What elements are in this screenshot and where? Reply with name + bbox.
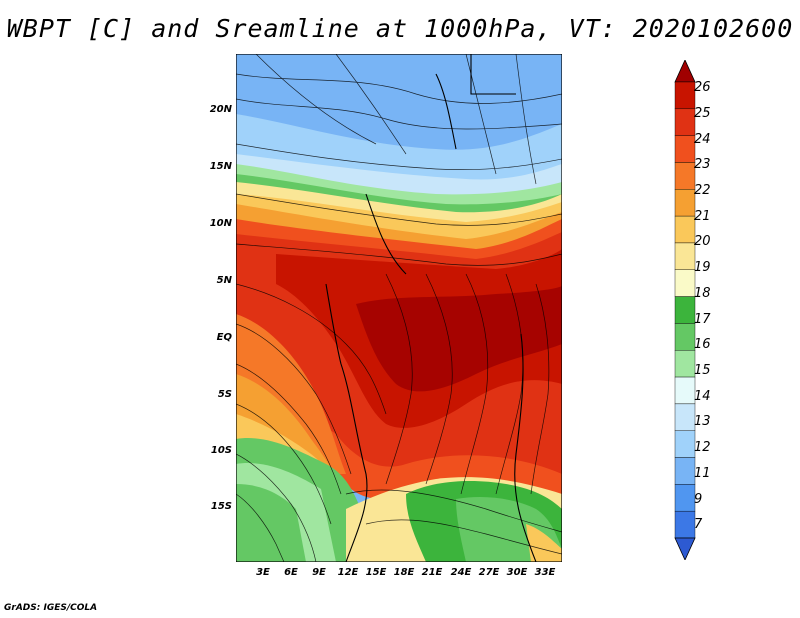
lat-label-eq: EQ [216, 332, 232, 343]
colorbar-top-arrow [674, 60, 696, 83]
lon-label-3e: 3E [256, 567, 270, 578]
colorbar-segment [674, 269, 696, 297]
lon-label-24e: 24E [450, 567, 472, 578]
colorbar-label-13: 13 [694, 414, 711, 429]
colorbar-label-23: 23 [694, 157, 711, 172]
lon-label-9e: 9E [312, 567, 326, 578]
lon-label-18e: 18E [393, 567, 415, 578]
colorbar-segment [674, 81, 696, 110]
lon-label-33e: 33E [534, 567, 556, 578]
colorbar-segment [674, 296, 696, 324]
colorbar-segment [674, 108, 696, 136]
colorbar-segment [674, 403, 696, 431]
colorbar-segment [674, 510, 696, 539]
lat-label-15s: 15S [210, 501, 232, 512]
lat-label-5n: 5N [216, 275, 232, 286]
colorbar-label-25: 25 [694, 106, 711, 121]
colorbar-label-17: 17 [694, 312, 711, 327]
wbpt-map [236, 54, 562, 562]
lon-label-21e: 21E [421, 567, 443, 578]
lat-label-5s: 5S [217, 389, 232, 400]
colorbar-segment [674, 135, 696, 163]
colorbar-label-9: 9 [694, 492, 703, 507]
lon-label-27e: 27E [478, 567, 500, 578]
colorbar-label-14: 14 [694, 389, 711, 404]
colorbar-label-21: 21 [694, 209, 711, 224]
footer-credit: GrADS: IGES/COLA [4, 603, 98, 613]
colorbar-segment [674, 376, 696, 405]
colorbar-segment [674, 484, 696, 512]
streamlines [236, 54, 562, 562]
colorbar-segment [674, 323, 696, 351]
lat-label-20n: 20N [209, 104, 232, 115]
colorbar-label-20: 20 [694, 234, 711, 249]
lon-label-12e: 12E [337, 567, 359, 578]
colorbar-label-19: 19 [694, 260, 711, 275]
colorbar-label-7: 7 [694, 517, 703, 532]
lat-label-10s: 10S [210, 445, 232, 456]
colorbar-label-12: 12 [694, 440, 711, 455]
colorbar-segment [674, 215, 696, 244]
lon-label-30e: 30E [506, 567, 528, 578]
colorbar-segment [674, 350, 696, 378]
lon-label-6e: 6E [284, 567, 298, 578]
colorbar-label-16: 16 [694, 337, 711, 352]
lon-label-15e: 15E [365, 567, 387, 578]
lat-label-10n: 10N [209, 218, 232, 229]
colorbar-segment [674, 162, 696, 190]
colorbar-label-24: 24 [694, 132, 711, 147]
coastlines [325, 54, 537, 562]
colorbar-bottom-arrow [674, 537, 696, 560]
colorbar-label-11: 11 [694, 466, 711, 481]
chart-title: WBPT [C] and Sreamline at 1000hPa, VT: 2… [6, 14, 794, 43]
colorbar-label-18: 18 [694, 286, 711, 301]
colorbar-segment [674, 457, 696, 485]
colorbar-label-26: 26 [694, 80, 711, 95]
colorbar-label-15: 15 [694, 363, 711, 378]
lat-label-15n: 15N [209, 161, 232, 172]
colorbar-segment [674, 430, 696, 458]
colorbar-segment [674, 242, 696, 270]
colorbar-label-22: 22 [694, 183, 711, 198]
colorbar [674, 60, 696, 560]
colorbar-segment [674, 189, 696, 217]
